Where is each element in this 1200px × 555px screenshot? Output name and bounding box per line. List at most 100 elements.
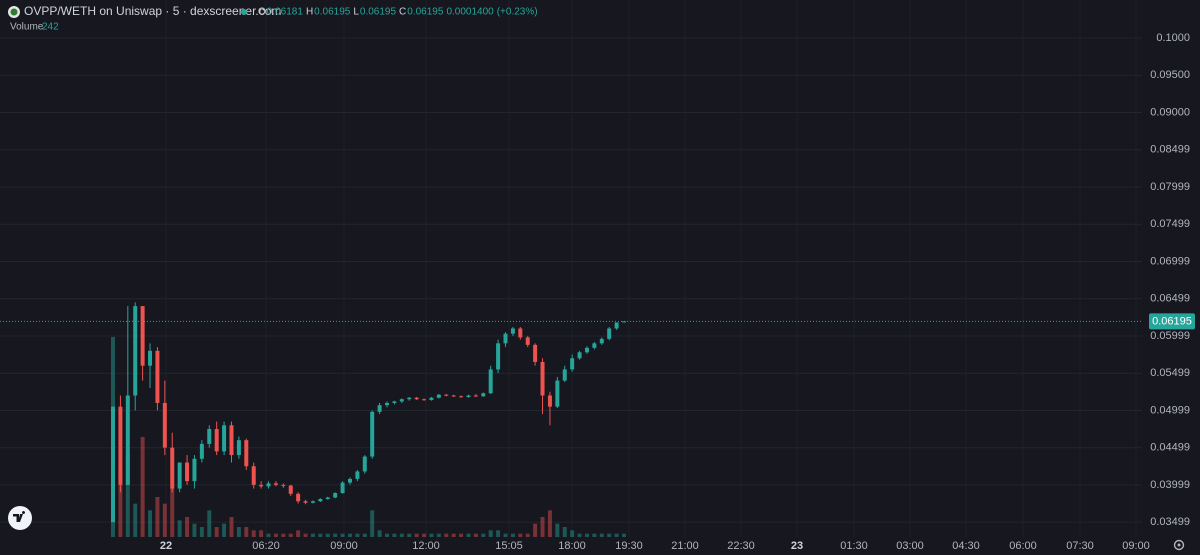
volume-bar bbox=[577, 533, 582, 537]
x-tick-label: 01:30 bbox=[840, 540, 868, 552]
volume-bar bbox=[540, 517, 545, 537]
volume-bar bbox=[547, 510, 552, 537]
candle-body bbox=[385, 402, 390, 406]
x-tick-label: 06:20 bbox=[252, 540, 280, 552]
candle-body bbox=[518, 328, 523, 338]
volume-bar bbox=[333, 533, 338, 537]
candle-body bbox=[525, 337, 530, 345]
volume-bar bbox=[436, 533, 441, 537]
x-tick-label: 09:00 bbox=[1122, 540, 1150, 552]
candle-body bbox=[599, 338, 604, 344]
candle-body bbox=[310, 501, 315, 503]
volume-bar bbox=[503, 533, 508, 537]
volume-bar bbox=[347, 533, 352, 537]
candle-body bbox=[481, 393, 486, 397]
ohlc-value: 0.06195 bbox=[360, 7, 397, 18]
x-tick-label: 03:00 bbox=[896, 540, 924, 552]
volume-bar bbox=[199, 527, 204, 537]
x-tick-label: 21:00 bbox=[671, 540, 699, 552]
candle-body bbox=[199, 443, 204, 459]
candle-body bbox=[414, 397, 419, 400]
y-tick-label: 0.08499 bbox=[1150, 144, 1190, 156]
candle-body bbox=[125, 395, 130, 485]
volume-bar bbox=[185, 517, 190, 537]
volume-bar bbox=[155, 497, 160, 537]
candle-body bbox=[222, 425, 227, 452]
candle-body bbox=[177, 462, 182, 489]
candle-body bbox=[347, 478, 352, 483]
plot bbox=[0, 302, 1142, 537]
x-tick-label: 22:30 bbox=[727, 540, 755, 552]
candle-body bbox=[510, 328, 515, 334]
candle-body bbox=[140, 306, 145, 366]
volume-bar bbox=[555, 523, 560, 537]
y-tick-label: 0.09000 bbox=[1150, 106, 1190, 118]
volume-bar bbox=[170, 487, 175, 537]
candle-body bbox=[377, 405, 382, 412]
volume-bar bbox=[222, 523, 227, 537]
x-tick-label: 15:05 bbox=[495, 540, 523, 552]
y-tick-label: 0.07999 bbox=[1150, 181, 1190, 193]
volume-bar bbox=[584, 533, 589, 537]
chart-title: OVPP/WETH on Uniswap · 5 · dexscreener.c… bbox=[24, 4, 281, 18]
candle-body bbox=[236, 440, 241, 456]
ohlc-value: 0.06195 bbox=[407, 7, 444, 18]
candle-body bbox=[540, 361, 545, 396]
candle-body bbox=[148, 350, 153, 366]
ohlc-key: H bbox=[306, 7, 313, 18]
candle-body bbox=[362, 456, 367, 472]
y-tick-label: 0.03499 bbox=[1150, 516, 1190, 528]
candle-body bbox=[325, 497, 330, 500]
ohlc-value: 0.06181 bbox=[267, 7, 304, 18]
y-tick-label: 0.05999 bbox=[1150, 330, 1190, 342]
candle-body bbox=[170, 447, 175, 489]
x-tick-label: 19:30 bbox=[615, 540, 643, 552]
settings-button[interactable] bbox=[1173, 539, 1185, 551]
candle-body bbox=[503, 333, 508, 344]
candle-body bbox=[436, 394, 441, 398]
volume-bar bbox=[162, 503, 167, 537]
candle-body bbox=[466, 395, 471, 397]
candle-body bbox=[533, 344, 538, 362]
candle-body bbox=[555, 380, 560, 407]
volume-bar bbox=[118, 470, 123, 537]
ohlc-key: L bbox=[353, 7, 359, 18]
x-tick-label: 12:00 bbox=[412, 540, 440, 552]
volume-bar bbox=[296, 530, 301, 537]
volume-bar bbox=[622, 533, 626, 537]
last-price-box bbox=[1149, 313, 1195, 330]
volume-bar bbox=[125, 453, 130, 537]
volume-bar bbox=[251, 530, 256, 537]
x-tick-label: 04:30 bbox=[952, 540, 980, 552]
candle-body bbox=[473, 395, 478, 397]
x-tick-label: 18:00 bbox=[558, 540, 586, 552]
grid bbox=[0, 37, 1142, 523]
candle-body bbox=[111, 406, 115, 523]
candle-body bbox=[266, 483, 271, 487]
candle-body bbox=[577, 352, 582, 359]
volume-bar bbox=[214, 527, 219, 537]
volume-bar bbox=[266, 533, 271, 537]
candle-body bbox=[162, 402, 167, 448]
candle-body bbox=[133, 306, 138, 396]
volume-last: 242 bbox=[42, 22, 59, 33]
volume-bar bbox=[459, 533, 464, 537]
volume-bar bbox=[451, 533, 456, 537]
volume-bar bbox=[562, 527, 567, 537]
change-percent: (+0.23%) bbox=[497, 7, 538, 18]
volume-bar bbox=[325, 533, 330, 537]
candle-body bbox=[118, 406, 123, 485]
candle-body bbox=[614, 322, 619, 329]
volume-bar bbox=[310, 533, 315, 537]
y-tick-label: 0.1000 bbox=[1156, 32, 1190, 44]
volume-bar bbox=[140, 437, 145, 537]
volume-bar bbox=[288, 533, 293, 537]
volume-bar bbox=[385, 533, 390, 537]
candle-body bbox=[259, 484, 264, 487]
candle-body bbox=[288, 485, 293, 494]
volume-bar bbox=[362, 533, 367, 537]
volume-bar bbox=[399, 533, 404, 537]
volume-bar bbox=[340, 533, 345, 537]
volume-bar bbox=[273, 533, 278, 537]
